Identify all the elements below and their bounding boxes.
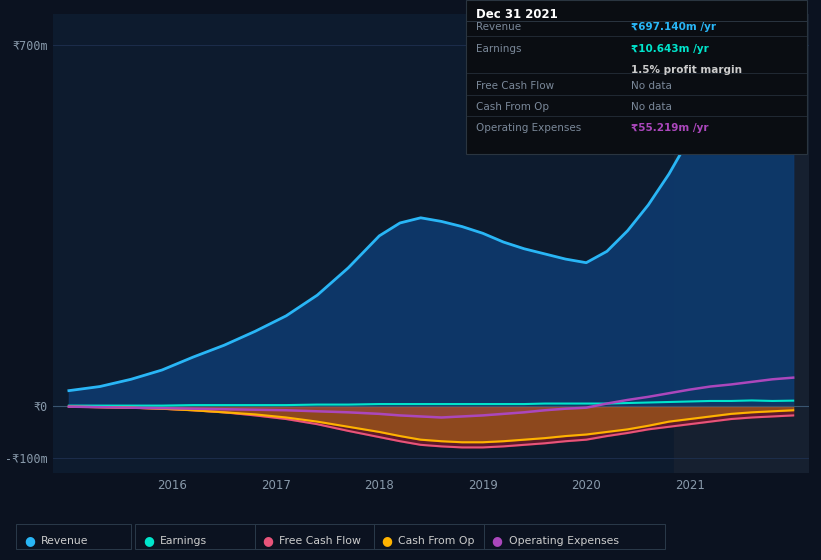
- Bar: [674, 14, 809, 473]
- Text: ●: ●: [492, 534, 502, 548]
- Text: ₹55.219m /yr: ₹55.219m /yr: [631, 123, 708, 133]
- Text: Revenue: Revenue: [476, 22, 521, 32]
- Text: Earnings: Earnings: [160, 536, 207, 546]
- Text: ●: ●: [24, 534, 34, 548]
- Text: Cash From Op: Cash From Op: [398, 536, 475, 546]
- Text: Earnings: Earnings: [476, 44, 521, 54]
- Text: Revenue: Revenue: [41, 536, 89, 546]
- Text: Operating Expenses: Operating Expenses: [509, 536, 619, 546]
- Text: Operating Expenses: Operating Expenses: [476, 123, 581, 133]
- Text: Cash From Op: Cash From Op: [476, 102, 549, 112]
- Text: Dec 31 2021: Dec 31 2021: [476, 8, 558, 21]
- Text: No data: No data: [631, 102, 672, 112]
- Text: Free Cash Flow: Free Cash Flow: [279, 536, 361, 546]
- Text: ₹10.643m /yr: ₹10.643m /yr: [631, 44, 709, 54]
- Text: Free Cash Flow: Free Cash Flow: [476, 81, 554, 91]
- Text: ₹697.140m /yr: ₹697.140m /yr: [631, 22, 716, 32]
- Text: No data: No data: [631, 81, 672, 91]
- Text: ●: ●: [143, 534, 154, 548]
- Text: 1.5% profit margin: 1.5% profit margin: [631, 65, 741, 75]
- Text: ●: ●: [262, 534, 273, 548]
- Text: ●: ●: [381, 534, 392, 548]
